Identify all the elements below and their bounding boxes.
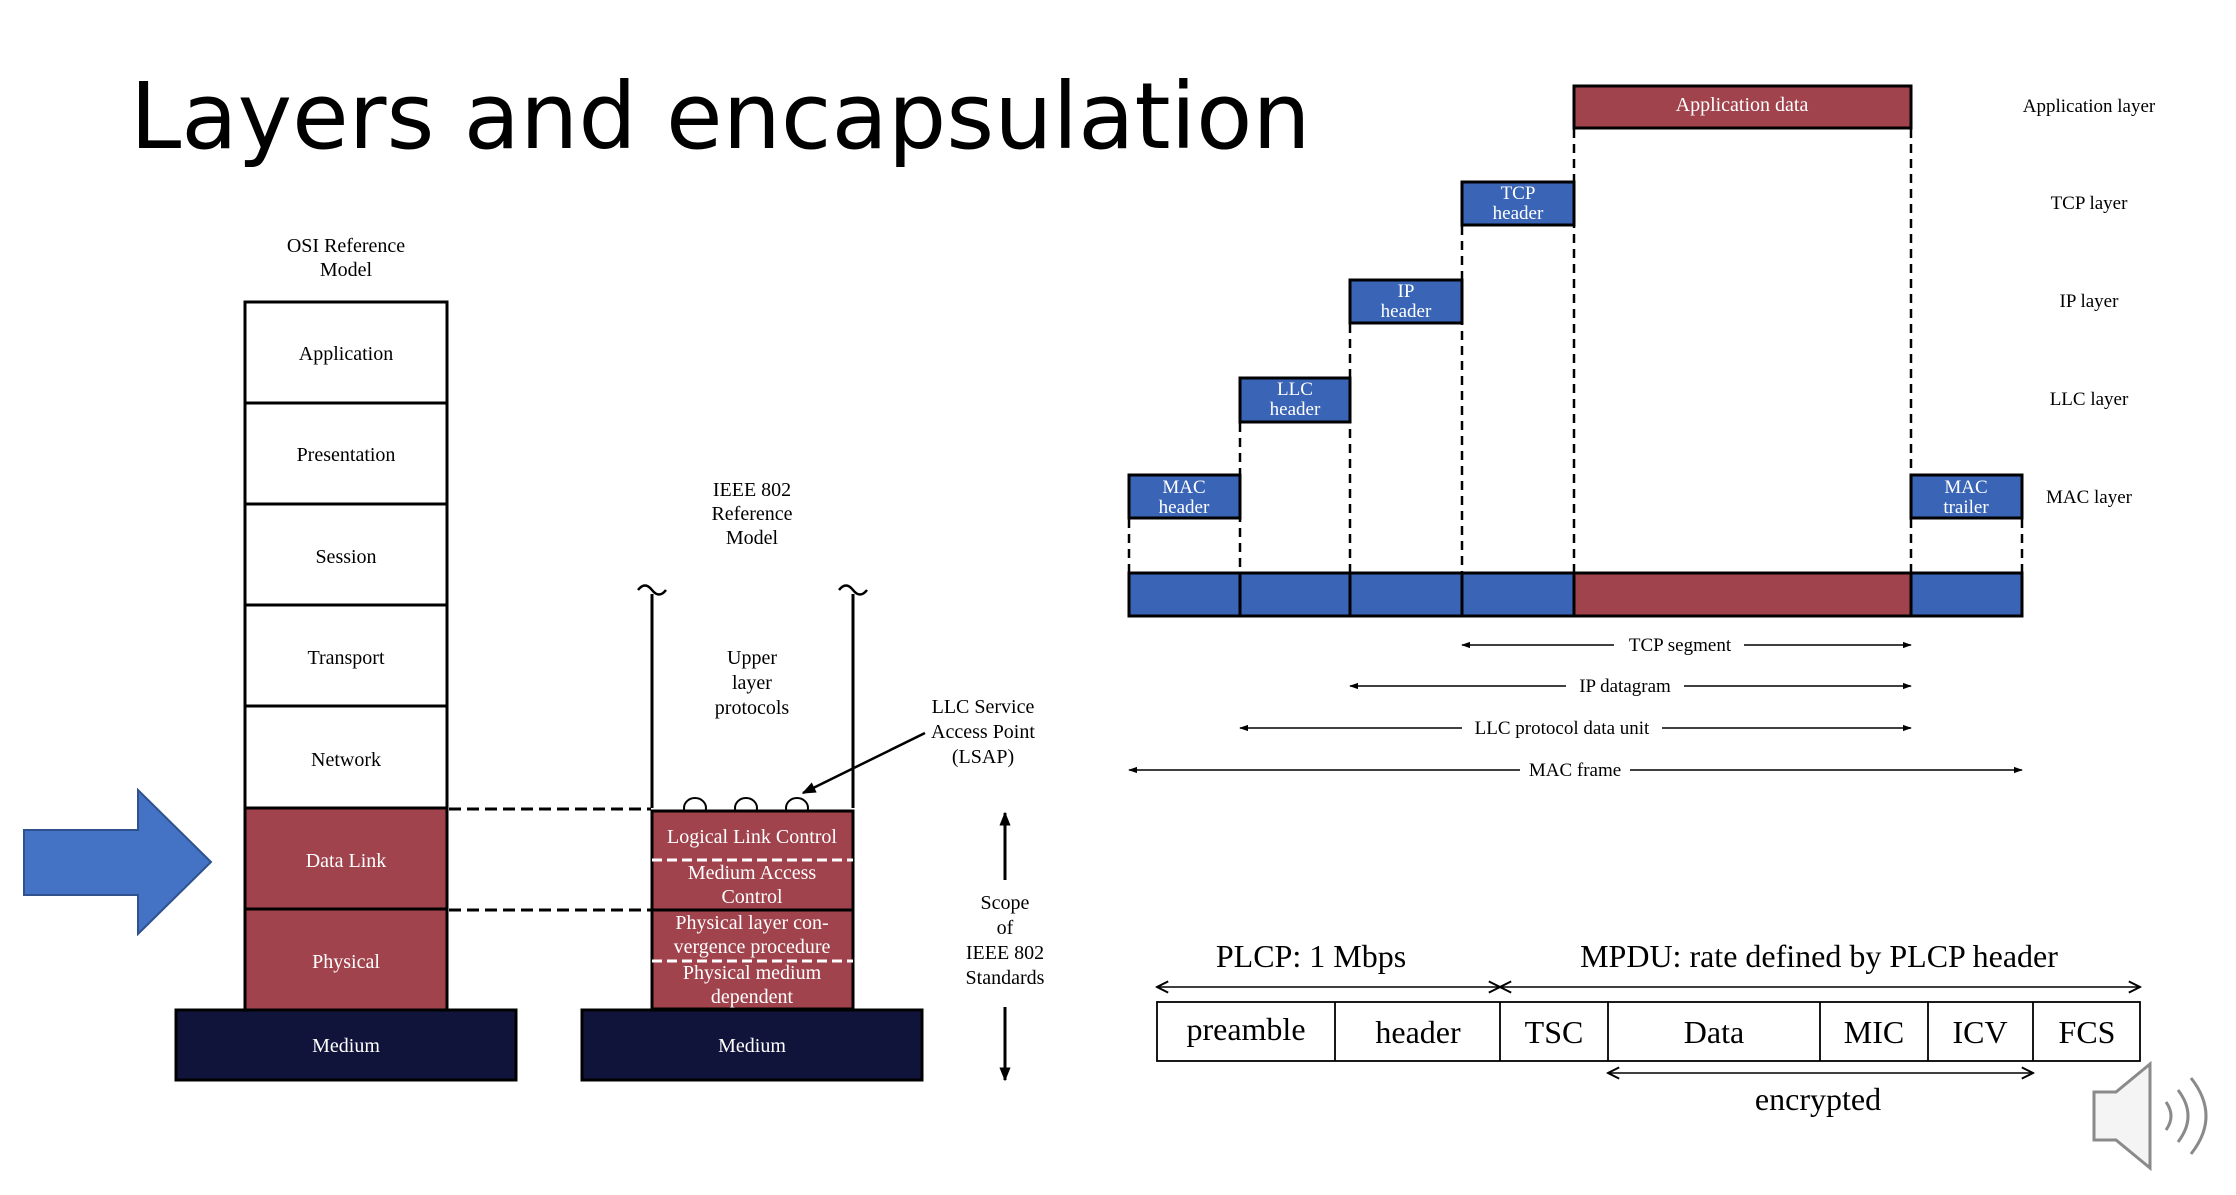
ieee-802-model: IEEE 802 Reference Model Upper layer protoco… <box>580 479 1045 1082</box>
osi-model: OSI Reference Model Application Presentat… <box>174 235 518 1082</box>
frame-segment-tcp-header <box>1460 571 1576 618</box>
mac-label: Medium Access Control <box>688 862 817 908</box>
frame-segment-ip-header <box>1348 571 1464 618</box>
frame-outline <box>1156 1001 2141 1062</box>
frame-field-preamble: preamble <box>1186 1011 1305 1047</box>
mac-header-box <box>1127 473 1242 520</box>
ip-header-label: IP header <box>1381 281 1432 322</box>
ip-header-box <box>1348 278 1464 325</box>
plcp-rate-label: PLCP: 1 Mbps <box>1216 938 1406 974</box>
layer-label: MAC layer <box>2046 487 2133 508</box>
llc-header-label: LLC header <box>1270 379 1321 420</box>
frame-field-fcs: FCS <box>2059 1014 2116 1050</box>
upper-layer-protocols: Upper layer protocols <box>715 647 790 719</box>
application-data-box <box>1572 84 1913 130</box>
span-label-llc-pdu: LLC protocol data unit <box>1475 718 1650 739</box>
lsap-pointer-arrow <box>801 731 926 795</box>
span-label-mac-frame: MAC frame <box>1529 760 1621 781</box>
frame-field-data: Data <box>1684 1014 1744 1050</box>
encrypted-label: encrypted <box>1755 1081 1881 1117</box>
tilde-icon <box>637 584 667 596</box>
scope-annotation: Scope of IEEE 802 Standards <box>966 892 1045 989</box>
osi-layer-label: Application <box>299 343 393 365</box>
layer-label: LLC layer <box>2050 389 2129 410</box>
page-title: Layers and encapsulation <box>130 63 1311 170</box>
span-label-tcp-segment: TCP segment <box>1629 635 1732 656</box>
osi-layer-data-link <box>243 806 449 911</box>
frame-segment-mac-header <box>1127 571 1242 618</box>
osi-layer-label: Session <box>315 546 376 568</box>
frame-field-icv: ICV <box>1952 1014 2007 1050</box>
llc-header-box <box>1238 376 1352 424</box>
wifi-frame-diagram: PLCP: 1 Mbps MPDU: rate defined by PLCP … <box>1157 938 2140 1117</box>
span-label-ip-datagram: IP datagram <box>1579 676 1671 697</box>
osi-heading: OSI Reference Model <box>287 235 405 281</box>
osi-layer-label: Network <box>311 749 381 771</box>
osi-medium <box>174 1008 518 1082</box>
dashed-guides <box>1127 129 2024 573</box>
osi-layer-label: Presentation <box>297 444 396 466</box>
tilde-icon <box>838 584 868 596</box>
speaker-icon[interactable] <box>2092 1060 2208 1172</box>
ieee-medium-label: Medium <box>718 1035 786 1057</box>
mac-trailer-label: MAC trailer <box>1943 477 1989 518</box>
frame-segment-application-data <box>1572 571 1913 618</box>
ieee-medium <box>580 1008 924 1082</box>
frame-field-dividers <box>1334 1002 2034 1061</box>
frame-segment-mac-trailer <box>1909 571 2024 618</box>
plcp-label: Physical layer con-vergence procedure <box>674 912 831 958</box>
right-arrow-icon <box>23 787 213 937</box>
encapsulation-diagram: Application data TCP header IP header LLC h… <box>1127 84 2156 782</box>
mac-header-label: MAC header <box>1159 477 1210 518</box>
span-label-bg <box>1462 716 1662 740</box>
pmd-label: Physical medium dependent <box>683 962 822 1008</box>
tcp-header-box <box>1460 180 1576 227</box>
osi-medium-label: Medium <box>312 1035 380 1057</box>
osi-layer-label: Physical <box>312 951 380 973</box>
span-label-bg <box>1614 633 1744 657</box>
osi-layer-label: Transport <box>307 647 384 669</box>
frame-field-tsc: TSC <box>1525 1014 1584 1050</box>
layer-label: IP layer <box>2060 291 2120 312</box>
mpdu-rate-label: MPDU: rate defined by PLCP header <box>1580 938 2058 974</box>
layer-label: TCP layer <box>2051 193 2129 214</box>
tcp-header-label: TCP header <box>1493 183 1544 224</box>
osi-layer-presentation <box>243 401 449 506</box>
mac-trailer-box <box>1909 473 2024 520</box>
llc-label: Logical Link Control <box>667 826 837 848</box>
lsap-annotation: LLC Service Access Point (LSAP) <box>931 696 1035 768</box>
span-label-bg <box>1520 758 1630 782</box>
osi-layer-application <box>243 300 449 405</box>
frame-field-mic: MIC <box>1844 1014 1904 1050</box>
application-data-label: Application data <box>1676 94 1809 116</box>
frame-segment-llc-header <box>1238 571 1352 618</box>
span-label-bg <box>1566 674 1684 698</box>
layer-label: Application layer <box>2023 96 2156 117</box>
osi-layer-transport <box>243 603 449 708</box>
osi-layer-label: Data Link <box>306 850 387 872</box>
ieee-heading: IEEE 802 Reference Model <box>711 479 792 549</box>
frame-field-header: header <box>1375 1014 1461 1050</box>
